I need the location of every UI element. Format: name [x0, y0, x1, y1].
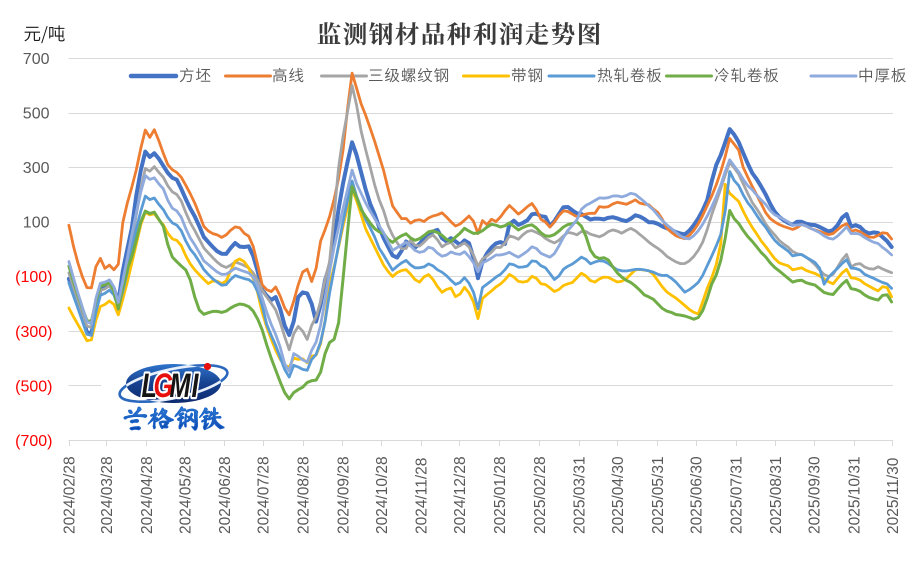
svg-text:2025/06/30: 2025/06/30	[689, 456, 706, 534]
svg-text:2024/06/28: 2024/06/28	[217, 456, 234, 534]
svg-text:2024/12/28: 2024/12/28	[452, 456, 469, 534]
svg-text:2024/10/28: 2024/10/28	[374, 456, 391, 534]
svg-text:2024/03/28: 2024/03/28	[99, 456, 116, 534]
svg-text:700: 700	[23, 51, 50, 68]
svg-text:(700): (700)	[15, 433, 52, 450]
svg-text:2025/02/28: 2025/02/28	[532, 456, 549, 534]
svg-text:2025/07/31: 2025/07/31	[728, 456, 745, 534]
svg-text:2024/09/28: 2024/09/28	[335, 456, 352, 534]
svg-text:2025/08/31: 2025/08/31	[768, 456, 785, 534]
svg-text:2024/07/28: 2024/07/28	[256, 456, 273, 534]
svg-text:2025/01/28: 2025/01/28	[492, 456, 509, 534]
svg-text:2025/05/31: 2025/05/31	[650, 456, 667, 534]
svg-text:2025/11/30: 2025/11/30	[885, 457, 902, 534]
svg-text:2024/11/28: 2024/11/28	[414, 458, 431, 534]
svg-text:2025/10/31: 2025/10/31	[847, 456, 864, 534]
svg-text:300: 300	[23, 160, 50, 177]
svg-text:2024/02/28: 2024/02/28	[62, 456, 79, 534]
svg-text:500: 500	[23, 105, 50, 122]
svg-text:2024/08/28: 2024/08/28	[296, 456, 313, 534]
svg-text:(500): (500)	[15, 378, 52, 395]
svg-text:(300): (300)	[15, 324, 52, 341]
svg-text:2024/04/28: 2024/04/28	[139, 456, 156, 534]
svg-text:2025/09/30: 2025/09/30	[807, 456, 824, 534]
svg-text:(100): (100)	[15, 269, 52, 286]
svg-text:100: 100	[23, 215, 50, 232]
svg-text:2025/04/30: 2025/04/30	[610, 456, 627, 534]
svg-text:2025/03/31: 2025/03/31	[572, 456, 589, 534]
svg-text:2024/05/28: 2024/05/28	[177, 456, 194, 534]
